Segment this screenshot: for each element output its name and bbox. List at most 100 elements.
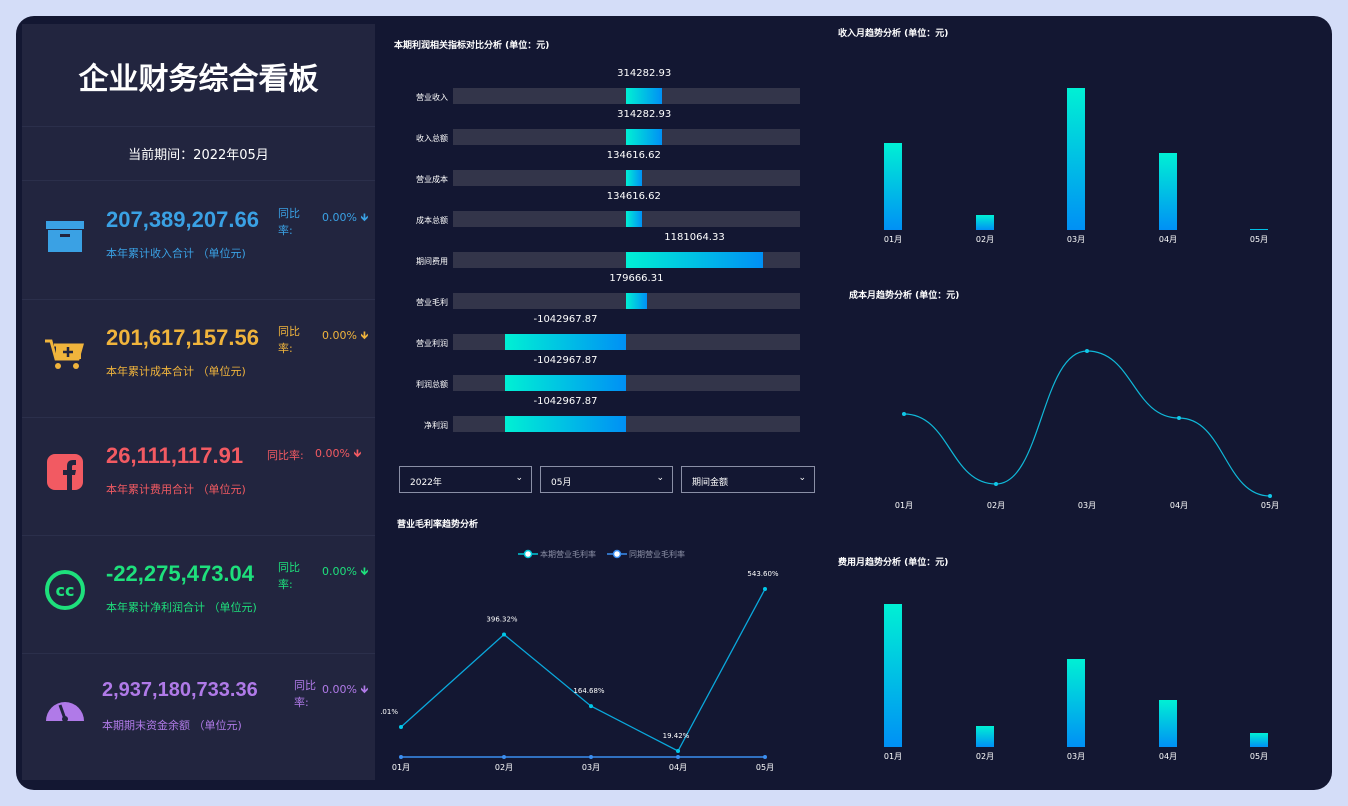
x-tick-label: 04月 [669,763,687,772]
yoy-rate: 0.00% [315,447,350,460]
x-tick-label: 05月 [1250,752,1268,761]
kpi-card: cc -22,275,473.04 本年累计净利润合计 （单位元) 同比率: 0… [22,535,375,653]
x-tick-label: 03月 [1067,752,1085,761]
x-tick-label: 01月 [895,501,913,510]
bar-value-label: 134616.62 [606,191,661,202]
yoy-label: 同比率: [278,207,300,237]
chevron-down-icon: ⌄ [515,473,523,483]
kpi-label: 本期期末资金余额 （单位元) [102,719,242,732]
bar-value-label: 179666.31 [609,273,664,284]
kpi-card: 26,111,117.91 本年累计费用合计 （单位元) 同比率: 0.00% … [22,417,375,535]
data-point [1085,349,1089,353]
legend-label: 本期营业毛利率 [540,549,596,559]
data-label: 396.32% [486,616,517,624]
bar [626,88,663,104]
dashboard-gauge-icon [44,687,86,729]
arrow-down-icon: 🡻 [360,329,369,342]
kpi-value: 201,617,157.56 [106,325,259,350]
divider [22,180,375,181]
chevron-down-icon: ⌄ [656,473,664,483]
x-tick-label: 05月 [1250,235,1268,244]
arrow-down-icon: 🡻 [360,565,369,578]
bar-category-label: 营业成本 [416,175,448,184]
arrow-down-icon: 🡻 [353,447,362,460]
bar-category-label: 成本总额 [416,216,448,225]
bar-value-label: 314282.93 [617,68,672,79]
bar-value-label: 1181064.33 [664,232,725,243]
data-point [502,632,506,637]
yoy-rate: 0.00% [322,565,357,578]
data-point [589,755,593,759]
legend-marker [612,549,622,559]
bar [505,375,626,391]
bar-value-label: -1042967.87 [533,314,598,325]
arrow-down-icon: 🡻 [360,683,369,696]
data-label: 543.60% [747,570,778,578]
kpi-value: 207,389,207.66 [106,207,259,232]
profit-chart-title: 本期利润相关指标对比分析 (单位：元) [394,41,550,51]
data-label: .01% [380,708,398,716]
bar [626,293,647,309]
year-select-value: 2022年 [410,478,442,488]
bar [884,604,902,747]
yoy-label: 同比率: [267,449,304,462]
x-tick-label: 02月 [987,501,1005,510]
month-select[interactable]: 05月 ⌄ [540,466,673,493]
expense-chart-title: 费用月趋势分析 (单位：元) [838,558,949,568]
bar [976,215,994,230]
data-point [676,755,680,759]
bar [884,143,902,230]
data-point [1268,494,1272,498]
kpi-card: 207,389,207.66 本年累计收入合计 （单位元) 同比率: 0.00%… [22,181,375,299]
kpi-card: 2,937,180,733.36 本期期末资金余额 （单位元) 同比率: 0.0… [22,653,375,771]
kpi-label: 本年累计净利润合计 （单位元) [106,601,257,614]
kpi-value: 2,937,180,733.36 [102,679,258,701]
bar [1250,229,1268,230]
yoy-value: 0.00% 🡻 [322,563,368,582]
cart-plus-icon [44,333,86,375]
bar-category-label: 净利润 [424,421,448,430]
yoy-label: 同比率: [294,679,316,709]
yoy-value: 0.00% 🡻 [322,209,368,228]
bar-category-label: 收入总额 [416,134,448,143]
yoy-label: 同比率: [278,561,300,591]
yoy-label: 同比率: [278,325,300,355]
cost-chart-title: 成本月趋势分析 (单位：元) [849,291,960,301]
bar [626,211,642,227]
x-tick-label: 05月 [756,763,774,772]
bar [976,726,994,747]
bar-value-label: 134616.62 [606,150,661,161]
data-point [1177,416,1181,420]
data-point [994,482,998,486]
facebook-icon [44,451,86,493]
x-tick-label: 02月 [495,763,513,772]
x-tick-label: 04月 [1170,501,1188,510]
metric-select-value: 期间金额 [692,478,729,488]
bar [626,170,642,186]
x-tick-label: 05月 [1261,501,1279,510]
x-tick-label: 03月 [1078,501,1096,510]
metric-select[interactable]: 期间金额 ⌄ [681,466,815,493]
yoy-rate: 0.00% [322,329,357,342]
kpi-value: -22,275,473.04 [106,561,255,586]
month-select-value: 05月 [551,478,572,488]
yoy-value: 0.00% 🡻 [322,681,368,700]
bar-category-label: 营业毛利 [416,298,448,307]
data-label: 164.68% [573,687,604,695]
divider [22,535,375,536]
creative-commons-icon: cc [44,569,86,611]
data-point [676,748,680,753]
yoy-value: 0.00% 🡻 [315,445,361,464]
series-line-current [400,588,766,752]
bar-category-label: 营业利润 [416,339,448,348]
year-select[interactable]: 2022年 ⌄ [399,466,532,493]
x-tick-label: 01月 [392,763,410,772]
x-tick-label: 02月 [976,752,994,761]
bar [505,416,626,432]
x-tick-label: 04月 [1159,752,1177,761]
current-period: 当前期间：2022年05月 [128,148,269,163]
bar [626,252,763,268]
data-point [902,412,906,416]
chevron-down-icon: ⌄ [798,473,806,483]
data-point [763,755,767,759]
